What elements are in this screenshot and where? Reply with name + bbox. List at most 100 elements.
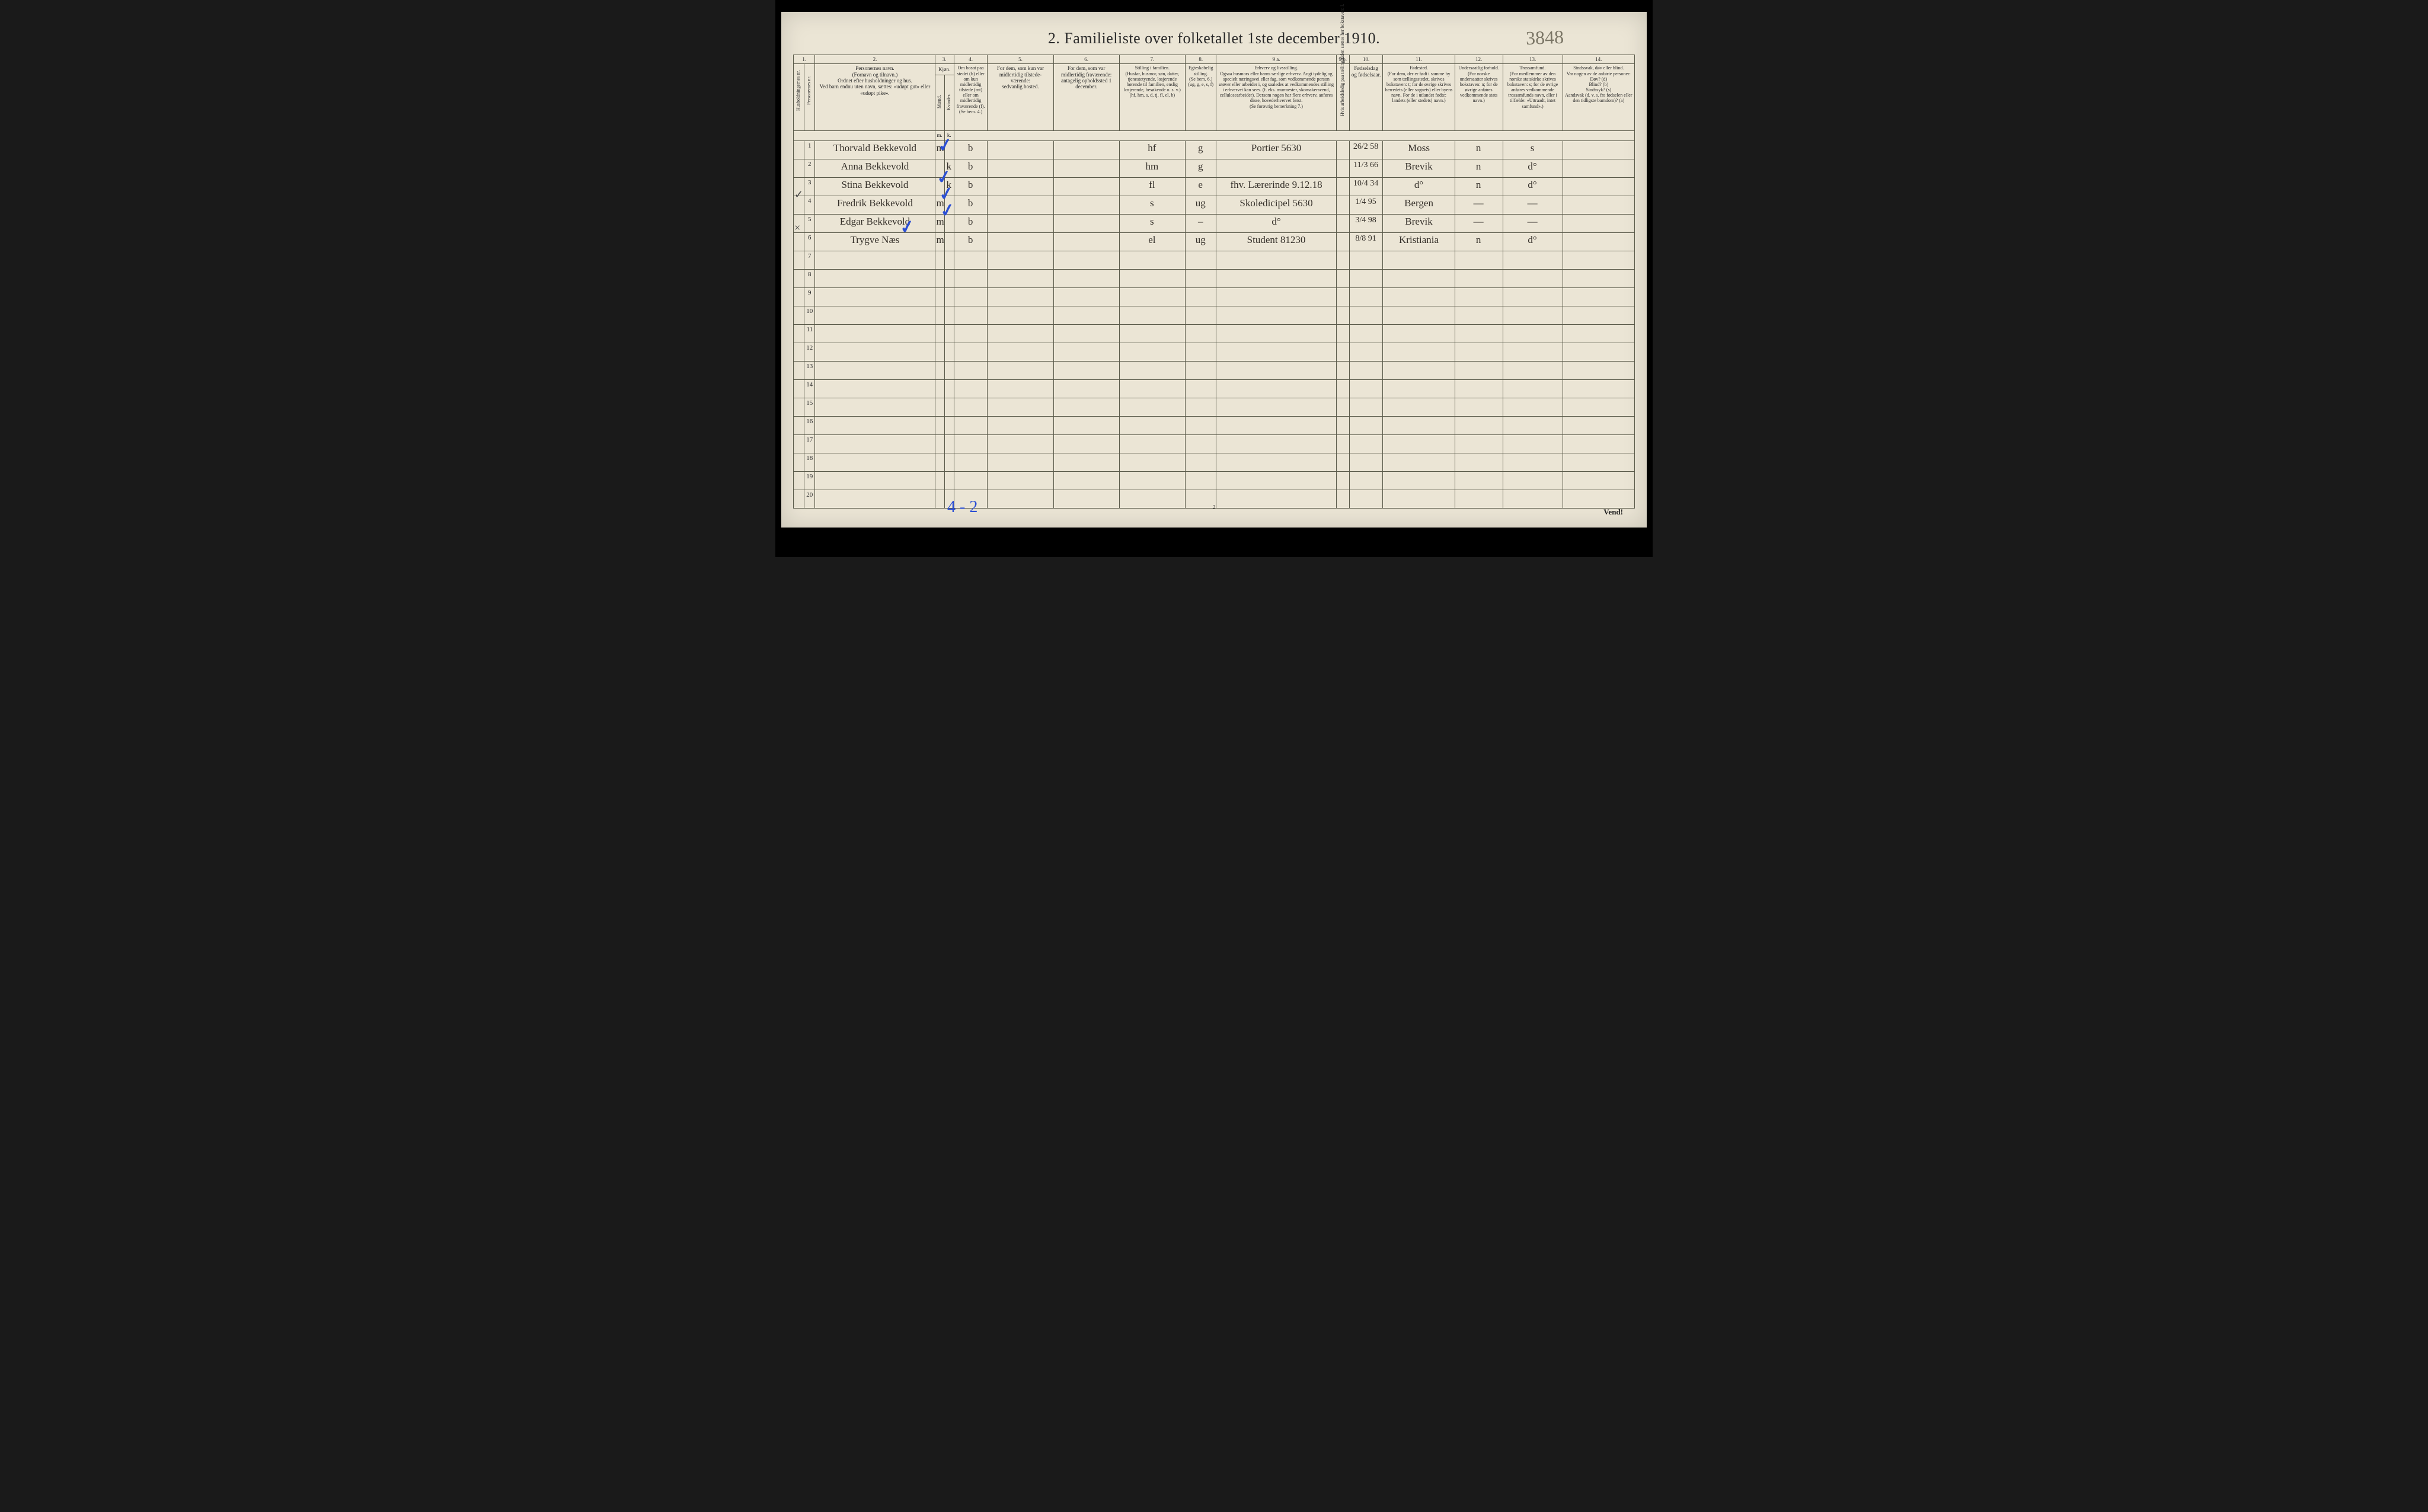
empty-cell — [1185, 343, 1216, 361]
empty-cell — [1455, 251, 1503, 269]
household-nr-cell — [794, 159, 804, 177]
birthplace-cell: d° — [1383, 177, 1455, 196]
empty-cell — [1455, 379, 1503, 398]
empty-cell — [1349, 453, 1383, 471]
person-nr-cell: 17 — [804, 434, 815, 453]
empty-cell — [1216, 251, 1336, 269]
person-nr-cell: 19 — [804, 471, 815, 490]
empty-cell — [1053, 416, 1119, 434]
empty-cell — [815, 269, 935, 287]
empty-cell — [954, 379, 988, 398]
empty-cell — [944, 471, 954, 490]
empty-cell — [1053, 324, 1119, 343]
empty-cell — [1503, 490, 1563, 508]
empty-cell — [1216, 490, 1336, 508]
empty-cell — [1185, 490, 1216, 508]
residence-cell: b — [954, 140, 988, 159]
empty-cell — [935, 490, 944, 508]
empty-cell — [935, 416, 944, 434]
empty-cell — [1349, 398, 1383, 416]
colnum-14: 14. — [1563, 55, 1634, 64]
disability-cell — [1563, 177, 1634, 196]
empty-cell — [1383, 306, 1455, 324]
household-nr-cell — [794, 471, 804, 490]
empty-cell — [988, 453, 1053, 471]
header-sex-female: Kvinder. — [944, 75, 954, 130]
name-cell: Trygve Næs — [815, 232, 935, 251]
table-row-empty: 12 — [794, 343, 1635, 361]
header-household-nr: Husholdningernes nr. — [794, 64, 804, 130]
empty-cell — [1053, 398, 1119, 416]
person-nr-cell: 10 — [804, 306, 815, 324]
empty-cell — [935, 379, 944, 398]
empty-cell — [1053, 434, 1119, 453]
name-cell: Stina Bekkevold — [815, 177, 935, 196]
header-unemployed: Hvis arbeidsledig paa tællingstiden sætt… — [1336, 64, 1349, 130]
marital-cell: g — [1185, 140, 1216, 159]
occupation-cell: Portier 5630 — [1216, 140, 1336, 159]
header-person-nr: Personernes nr. — [804, 64, 815, 130]
empty-cell — [988, 269, 1053, 287]
empty-cell — [1053, 379, 1119, 398]
empty-cell — [1503, 434, 1563, 453]
empty-cell — [944, 343, 954, 361]
occupation-cell: Student 81230 — [1216, 232, 1336, 251]
empty-cell — [935, 453, 944, 471]
empty-cell — [1119, 471, 1185, 490]
sex-m-cell: m — [935, 232, 944, 251]
empty-cell — [815, 471, 935, 490]
occupation-cell: Skoledicipel 5630 — [1216, 196, 1336, 214]
empty-cell — [1563, 343, 1634, 361]
empty-cell — [954, 471, 988, 490]
empty-cell — [1119, 453, 1185, 471]
table-row: 4Fredrik BekkevoldmbsugSkoledicipel 5630… — [794, 196, 1635, 214]
table-row-empty: 15 — [794, 398, 1635, 416]
empty-cell — [944, 453, 954, 471]
person-nr-cell: 1 — [804, 140, 815, 159]
person-nr-cell: 14 — [804, 379, 815, 398]
empty-cell — [815, 416, 935, 434]
empty-cell — [1349, 361, 1383, 379]
empty-cell — [1563, 453, 1634, 471]
empty-cell — [1503, 287, 1563, 306]
empty-cell — [1455, 490, 1503, 508]
religion-cell: d° — [1503, 177, 1563, 196]
colnum-12: 12. — [1455, 55, 1503, 64]
empty-cell — [1563, 434, 1634, 453]
empty-cell — [1216, 379, 1336, 398]
birthplace-cell: Brevik — [1383, 214, 1455, 232]
person-nr-cell: 6 — [804, 232, 815, 251]
family-cell: hm — [1119, 159, 1185, 177]
empty-cell — [1503, 306, 1563, 324]
marital-cell: – — [1185, 214, 1216, 232]
empty-cell — [1455, 306, 1503, 324]
colnum-2: 2. — [815, 55, 935, 64]
nationality-cell: n — [1455, 177, 1503, 196]
empty-cell — [1053, 287, 1119, 306]
empty-cell — [1349, 251, 1383, 269]
empty-cell — [944, 324, 954, 343]
empty-cell — [815, 453, 935, 471]
empty-cell — [1185, 379, 1216, 398]
empty-cell — [988, 398, 1053, 416]
name-cell: Anna Bekkevold — [815, 159, 935, 177]
empty-cell — [1336, 416, 1349, 434]
unemployed-cell — [1336, 159, 1349, 177]
empty-cell — [1185, 251, 1216, 269]
sex-k-cell — [944, 232, 954, 251]
empty-cell — [944, 379, 954, 398]
empty-cell — [1349, 269, 1383, 287]
person-nr-cell: 12 — [804, 343, 815, 361]
table-row-empty: 9 — [794, 287, 1635, 306]
temp-present-cell — [988, 140, 1053, 159]
empty-cell — [944, 306, 954, 324]
table-row-empty: 11 — [794, 324, 1635, 343]
empty-cell — [1349, 306, 1383, 324]
empty-cell — [1383, 343, 1455, 361]
empty-cell — [1503, 324, 1563, 343]
empty-cell — [944, 416, 954, 434]
household-nr-cell — [794, 251, 804, 269]
empty-cell — [1455, 287, 1503, 306]
empty-cell — [1503, 361, 1563, 379]
nationality-cell: — — [1455, 196, 1503, 214]
